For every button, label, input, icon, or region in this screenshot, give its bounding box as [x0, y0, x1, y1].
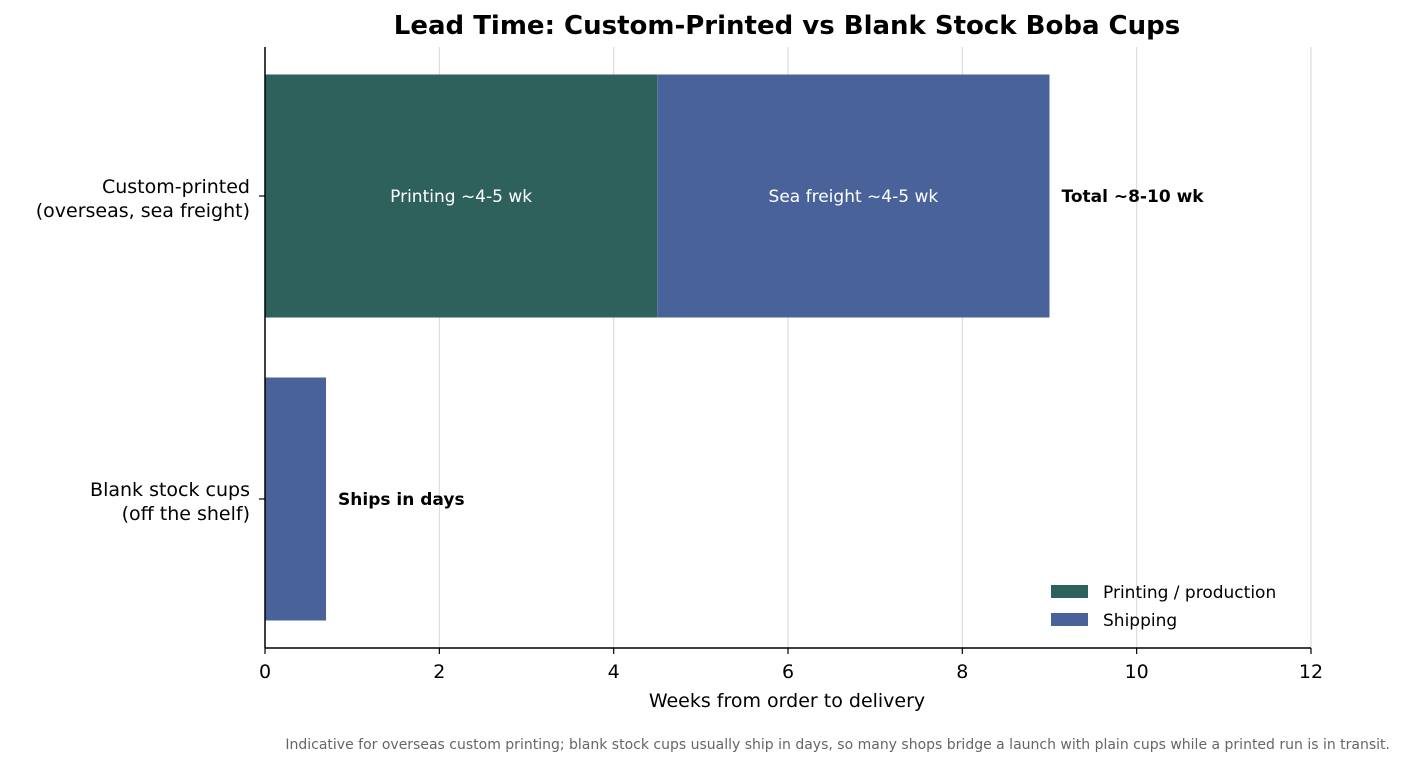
- x-tick-label: 8: [956, 661, 968, 683]
- legend-label-printing: Printing / production: [1103, 583, 1276, 603]
- bar-custom-printed-shipping: [657, 74, 1050, 318]
- legend-label-shipping: Shipping: [1103, 611, 1177, 631]
- x-tick-label: 10: [1125, 661, 1149, 683]
- bar-total-annotation: Ships in days: [338, 490, 465, 510]
- x-tick-label: 2: [433, 661, 445, 683]
- bars: [265, 74, 1050, 621]
- bar-total-annotation: Total ~8-10 wk: [1062, 187, 1205, 207]
- segment-label: Printing ~4-5 wk: [390, 187, 532, 207]
- bar-custom-printed-printing: [265, 74, 658, 318]
- x-tick-label: 6: [782, 661, 794, 683]
- bar-blank-stock-shipping: [265, 377, 327, 621]
- axes: 0 2 4 6 8 10 12: [259, 47, 1323, 683]
- y-tick-label: Blank stock cups (off the shelf): [90, 479, 250, 525]
- legend-swatch-shipping: [1051, 613, 1088, 626]
- labels: Printing ~4-5 wk Sea freight ~4-5 wk Total…: [36, 176, 1205, 525]
- y-tick-label: Custom-printed (overseas, sea freight): [36, 176, 250, 222]
- footnote: Indicative for overseas custom printing;…: [285, 737, 1390, 753]
- x-tick-label: 12: [1299, 661, 1323, 683]
- chart-title: Lead Time: Custom-Printed vs Blank Stock…: [394, 11, 1180, 41]
- legend-swatch-printing: [1051, 585, 1088, 598]
- x-tick-label: 0: [259, 661, 271, 683]
- x-tick-label: 4: [608, 661, 620, 683]
- segment-label: Sea freight ~4-5 wk: [769, 187, 939, 207]
- legend: Printing / production Shipping: [1051, 583, 1276, 631]
- x-axis-label: Weeks from order to delivery: [649, 690, 925, 712]
